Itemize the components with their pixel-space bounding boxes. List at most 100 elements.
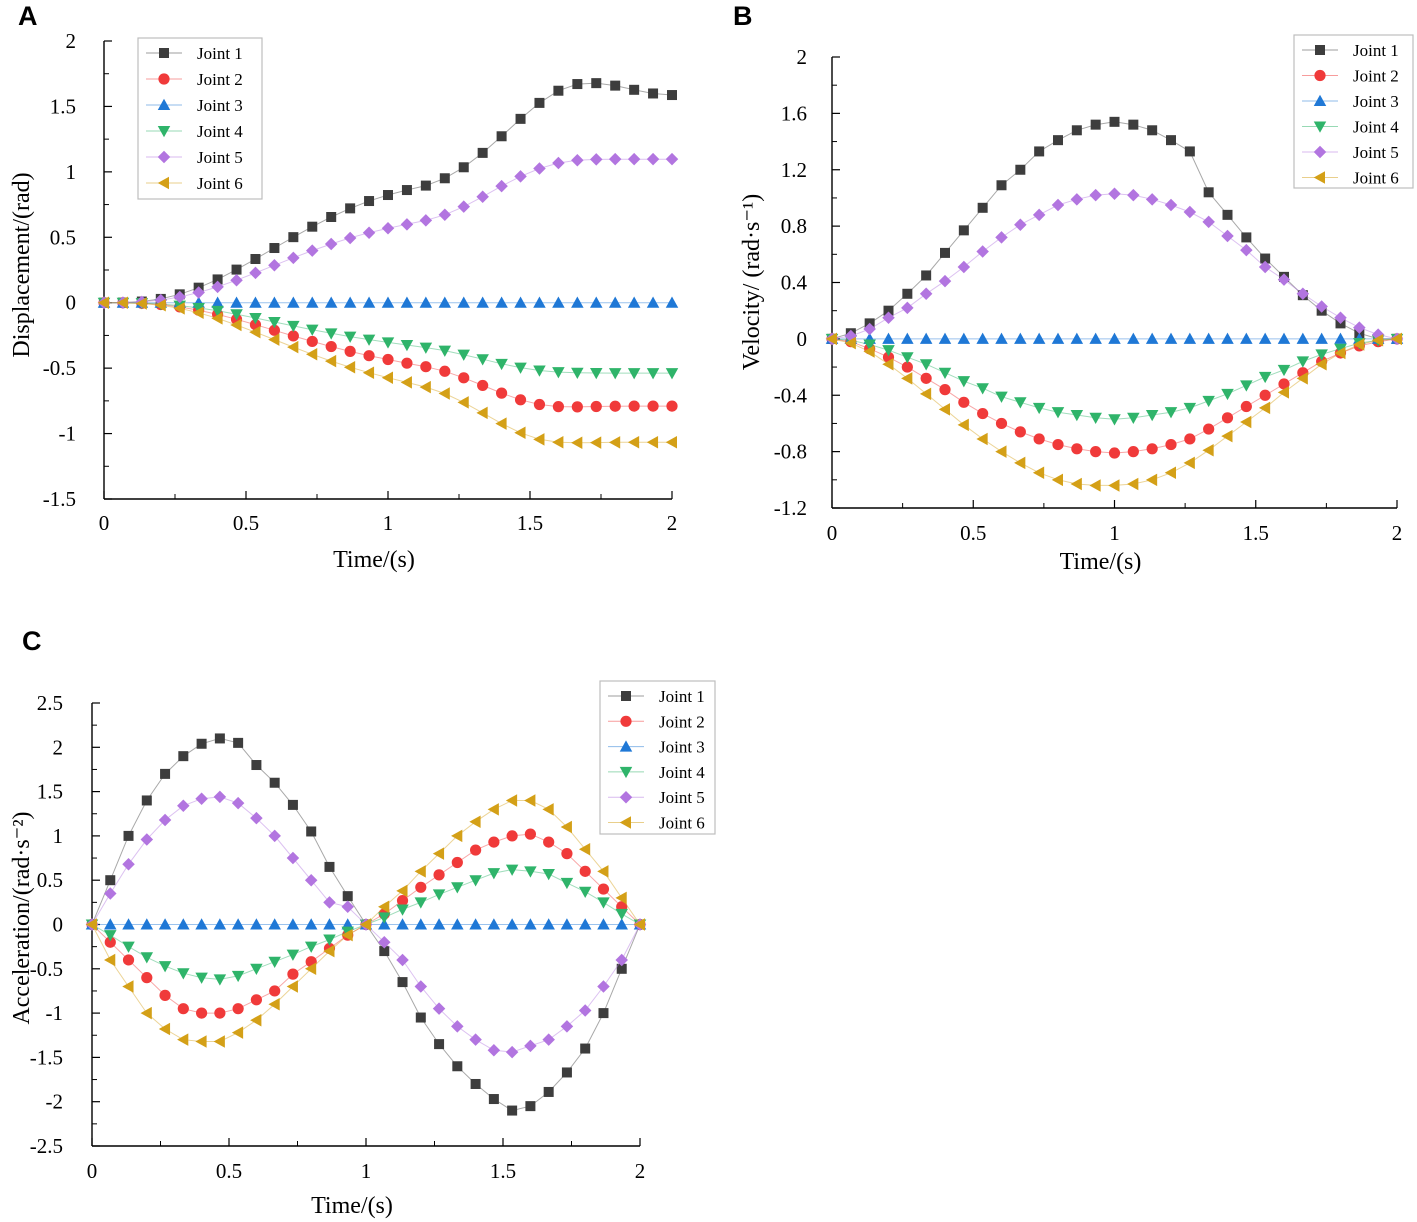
data-point: [158, 918, 172, 930]
data-point: [196, 1007, 208, 1019]
data-point: [477, 379, 489, 392]
data-point: [1127, 412, 1140, 425]
data-point: [122, 858, 135, 871]
data-point: [1203, 187, 1214, 198]
data-point: [533, 162, 546, 175]
legend-box: [599, 680, 716, 835]
data-point: [1033, 433, 1045, 445]
legend-item: Joint 6: [146, 174, 243, 193]
data-point: [1259, 389, 1271, 401]
data-point: [401, 185, 412, 196]
data-point: [1090, 446, 1102, 458]
chart-panel-b: B 0 0.5 1 1.5 2 -1.2 -0.8 -0.4 0 0.4 0.8 1.2 1.6 2 Time…: [733, 1, 1414, 575]
data-point: [231, 796, 245, 810]
legend-label: Joint 5: [197, 148, 243, 167]
data-point: [1277, 364, 1291, 377]
data-point: [304, 962, 317, 976]
data-point: [1127, 188, 1140, 202]
data-point: [249, 325, 261, 339]
series-joint-4: [85, 864, 647, 986]
data-point: [177, 1033, 189, 1046]
y-tick-label: -1.5: [30, 1045, 63, 1069]
data-point: [578, 886, 592, 898]
data-point: [173, 290, 186, 304]
data-point: [476, 406, 488, 420]
data-point: [560, 1020, 574, 1033]
y-tick-label: -0.5: [43, 356, 76, 380]
data-point: [1071, 125, 1082, 136]
data-point: [230, 318, 242, 332]
data-point: [457, 296, 470, 308]
data-point: [1051, 473, 1063, 487]
data-point: [1183, 402, 1197, 415]
data-point: [323, 944, 335, 958]
data-point: [825, 332, 837, 346]
data-point: [458, 162, 469, 173]
legend-marker: [1313, 145, 1327, 159]
data-point: [288, 232, 299, 243]
legend-item: Joint 2: [608, 712, 705, 731]
data-point: [1032, 332, 1046, 344]
data-point: [306, 826, 317, 837]
data-point: [381, 371, 393, 384]
data-point: [1258, 332, 1272, 344]
data-point: [487, 1044, 501, 1057]
data-point: [306, 335, 318, 348]
data-point: [1184, 146, 1195, 157]
data-point: [627, 435, 640, 449]
y-tick-label: 2: [66, 29, 77, 53]
data-point: [287, 296, 300, 308]
data-point: [627, 152, 641, 166]
data-point: [141, 972, 153, 984]
data-point: [1109, 116, 1120, 127]
data-point: [552, 156, 565, 170]
data-point: [286, 918, 300, 930]
y-tick-label: 0: [53, 913, 64, 937]
data-point: [397, 977, 408, 988]
data-point: [1334, 346, 1346, 360]
data-point: [160, 768, 171, 779]
x-tick-label: 1: [1109, 521, 1120, 545]
data-point: [1277, 386, 1289, 399]
data-point: [552, 296, 565, 308]
data-point: [1258, 401, 1271, 415]
data-point: [525, 1101, 536, 1112]
data-point: [195, 1035, 207, 1048]
data-point: [396, 953, 409, 967]
data-point: [341, 900, 354, 914]
data-point: [533, 365, 546, 377]
legend-label: Joint 2: [197, 70, 243, 89]
data-point: [250, 1013, 262, 1027]
y-tick-label: 1.2: [781, 158, 807, 182]
data-point: [1089, 412, 1102, 425]
data-point: [901, 301, 914, 315]
legend-marker: [157, 98, 171, 110]
data-point: [1202, 215, 1215, 229]
data-point: [609, 400, 621, 412]
data-point: [250, 963, 263, 976]
data-point: [477, 147, 488, 158]
data-point: [590, 153, 603, 166]
data-point: [514, 170, 527, 183]
data-point: [177, 799, 190, 813]
data-point: [213, 974, 227, 986]
data-point: [608, 368, 622, 380]
y-tick-label: 1.5: [50, 94, 76, 118]
legend-marker: [1313, 94, 1327, 106]
legend-marker: [619, 790, 633, 804]
data-point: [507, 1105, 518, 1116]
data-point: [1315, 349, 1328, 361]
data-point: [572, 79, 583, 90]
data-point: [396, 884, 408, 898]
data-point: [249, 313, 262, 325]
data-point: [597, 918, 610, 930]
data-point: [324, 237, 338, 251]
y-tick-label: -1: [46, 1001, 64, 1025]
data-point: [1240, 380, 1253, 392]
legend-label: Joint 3: [197, 96, 243, 115]
x-tick-label: 0: [827, 521, 838, 545]
legend-item: Joint 3: [1302, 92, 1399, 111]
data-point: [323, 918, 336, 930]
data-point: [211, 296, 224, 308]
data-point: [97, 296, 109, 309]
